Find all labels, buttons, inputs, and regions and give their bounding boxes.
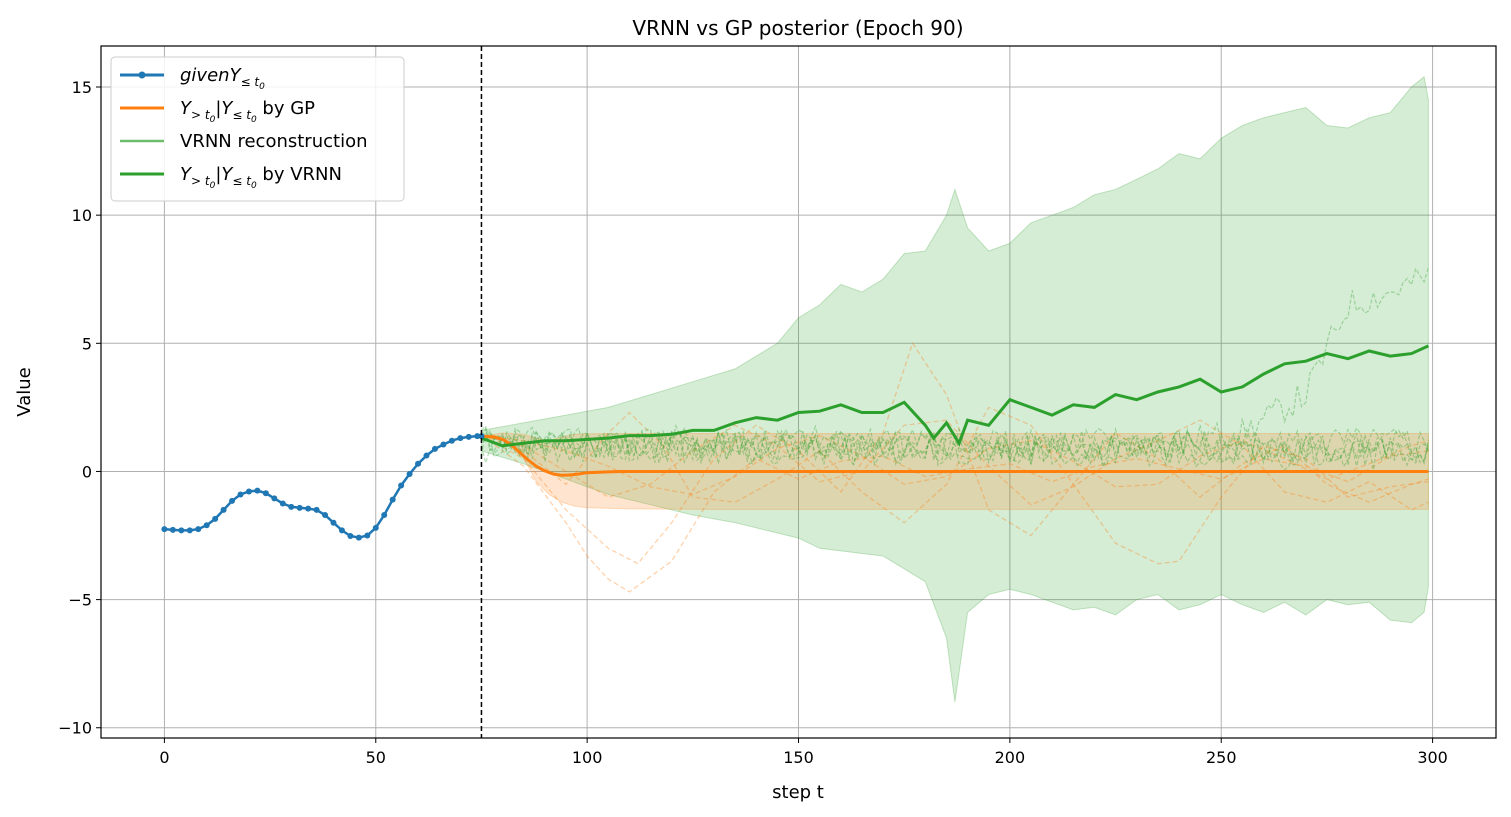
given-point-21 — [338, 527, 345, 534]
given-point-24 — [364, 532, 371, 539]
x-tick-label-1: 50 — [366, 748, 386, 767]
chart-title: VRNN vs GP posterior (Epoch 90) — [632, 16, 963, 40]
gp-sample-0 — [481, 435, 1429, 593]
x-tick-label-2: 100 — [572, 748, 603, 767]
given-point-34 — [448, 437, 455, 444]
given-point-1 — [169, 526, 176, 533]
vrnn-confidence-band — [481, 75, 1429, 703]
y-tick-label-4: 10 — [72, 206, 92, 225]
given-point-12 — [262, 490, 269, 497]
given-point-2 — [178, 527, 185, 534]
y-tick-label-2: 0 — [82, 462, 92, 481]
x-tick-label-3: 150 — [783, 748, 814, 767]
legend: givenY≤ t0 Y> t0|Y≤ t0 by GP VRNN reconstr… — [110, 56, 405, 202]
axes — [96, 45, 1497, 743]
vrnn-mean-line — [480, 344, 1430, 448]
x-axis-label: step t — [772, 782, 824, 803]
given-point-29 — [406, 471, 413, 478]
given-point-0 — [161, 526, 168, 533]
gp-mean-line — [481, 434, 1429, 477]
given-point-10 — [245, 488, 252, 495]
x-tick-label-4: 200 — [995, 748, 1026, 767]
legend-label-2: VRNN reconstruction — [180, 131, 368, 152]
given-point-36 — [465, 433, 472, 440]
given-point-11 — [254, 487, 261, 494]
given-point-28 — [398, 482, 405, 489]
vrnn-reconstruction-sample-1 — [480, 428, 1429, 465]
x-tick-label-6: 300 — [1417, 748, 1448, 767]
vrnn-reconstruction-sample-2 — [481, 429, 1429, 471]
given-point-37 — [474, 433, 481, 440]
given-point-14 — [279, 500, 286, 507]
y-tick-label-0: −10 — [58, 719, 92, 738]
legend-box — [110, 56, 405, 202]
y-tick-label-3: 5 — [82, 334, 92, 353]
given-point-31 — [423, 452, 430, 459]
given-point-22 — [347, 533, 354, 540]
gp-sample-4 — [481, 434, 1429, 496]
given-point-7 — [220, 506, 227, 513]
y-axis-label: Value — [14, 367, 35, 416]
given-point-38 — [478, 433, 485, 440]
given-point-25 — [372, 524, 379, 531]
gp-sample-3 — [481, 419, 1429, 511]
legend-label-0: givenY≤ t0 — [180, 65, 265, 92]
x-tick-label-5: 250 — [1206, 748, 1237, 767]
given-point-17 — [305, 505, 312, 512]
given-point-32 — [431, 445, 438, 452]
mean-lines — [161, 46, 1430, 738]
given-point-9 — [237, 491, 244, 498]
given-point-4 — [195, 526, 202, 533]
given-point-18 — [313, 506, 320, 513]
legend-marker-0 — [138, 71, 146, 79]
given-point-27 — [389, 496, 396, 503]
given-point-16 — [296, 504, 303, 511]
given-point-26 — [381, 512, 388, 519]
legend-label-1: Y> t0|Y≤ t0 by GP — [180, 98, 315, 125]
x-tick-label-0: 0 — [159, 748, 169, 767]
given-point-33 — [440, 441, 447, 448]
given-point-8 — [229, 497, 236, 504]
y-tick-label-5: 15 — [72, 78, 92, 97]
given-point-15 — [288, 503, 295, 510]
given-point-30 — [415, 460, 422, 467]
legend-label-3: Y> t0|Y≤ t0 by VRNN — [180, 164, 342, 191]
tick-labels: 0 50 100 150 200 250 300 −10 −5 0 5 10 15 — [58, 78, 1448, 767]
given-point-13 — [271, 495, 278, 502]
given-point-6 — [212, 515, 219, 522]
given-point-20 — [330, 519, 337, 526]
given-point-35 — [457, 435, 464, 442]
gp-sample-2 — [481, 406, 1429, 565]
given-point-23 — [355, 534, 362, 541]
y-tick-label-1: −5 — [68, 591, 92, 610]
given-point-19 — [322, 512, 329, 519]
given-point-5 — [203, 522, 210, 529]
given-point-3 — [186, 527, 193, 534]
vrnn-reconstruction-sample-3 — [481, 423, 1429, 460]
